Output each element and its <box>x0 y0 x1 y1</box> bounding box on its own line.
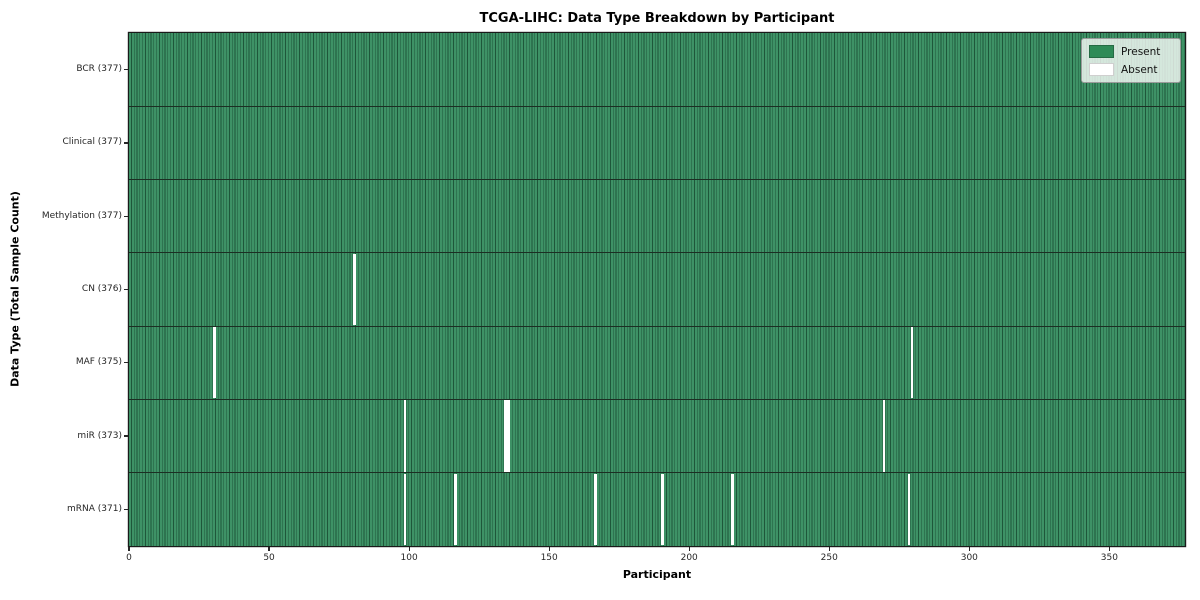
y-tick-mark <box>124 362 128 364</box>
legend-absent-swatch-icon <box>1089 63 1114 76</box>
absent-cell <box>454 473 457 545</box>
y-tick-label: miR (373) <box>77 430 122 441</box>
x-tick-mark <box>688 547 690 551</box>
absent-cell <box>504 400 507 472</box>
x-tick-mark <box>128 547 130 551</box>
x-tick-label: 150 <box>540 553 558 563</box>
x-tick-mark <box>268 547 270 551</box>
row-divider <box>129 472 1185 474</box>
y-tick-label: Methylation (377) <box>41 210 122 221</box>
absent-cell <box>907 473 911 545</box>
row-divider <box>129 179 1185 181</box>
legend-present-swatch-icon <box>1089 45 1114 58</box>
y-tick-mark <box>124 142 128 144</box>
x-tick-label: 300 <box>960 553 978 563</box>
legend-present-label: Present <box>1121 45 1161 58</box>
x-tick-mark <box>548 547 550 551</box>
absent-cell <box>213 327 216 399</box>
y-tick-label: BCR (377) <box>76 64 122 75</box>
absent-cell <box>403 473 407 545</box>
legend-item-present: Present <box>1089 45 1173 58</box>
x-tick-label: 50 <box>263 553 275 563</box>
y-tick-mark <box>124 508 128 510</box>
x-tick-mark <box>828 547 830 551</box>
row-divider <box>129 325 1185 327</box>
x-tick-mark <box>1108 547 1110 551</box>
legend: Present Absent <box>1081 38 1181 83</box>
y-tick-label: mRNA (371) <box>67 503 122 514</box>
row-divider <box>129 398 1185 400</box>
legend-absent-label: Absent <box>1121 63 1158 76</box>
absent-cell <box>661 473 664 545</box>
absent-cell <box>353 253 356 326</box>
x-tick-label: 200 <box>680 553 698 563</box>
x-tick-label: 250 <box>820 553 838 563</box>
y-tick-label: Clinical (377) <box>62 137 122 148</box>
legend-item-absent: Absent <box>1089 63 1173 76</box>
y-tick-mark <box>124 288 128 291</box>
y-tick-label: MAF (375) <box>75 357 122 368</box>
absent-cell <box>403 400 407 472</box>
chart-title: TCGA-LIHC: Data Type Breakdown by Partic… <box>479 11 835 26</box>
plot-area <box>129 33 1185 546</box>
absent-cell <box>731 473 734 545</box>
absent-cell <box>594 473 597 545</box>
y-tick-mark <box>124 69 128 71</box>
x-axis-label: Participant <box>622 568 692 581</box>
y-tick-mark <box>124 215 128 217</box>
x-tick-label: 0 <box>126 553 132 563</box>
y-tick-mark <box>124 435 128 437</box>
x-tick-mark <box>968 547 970 551</box>
absent-cell <box>507 400 510 472</box>
absent-cell <box>882 400 886 472</box>
absent-cell <box>910 327 914 399</box>
x-tick-mark <box>408 547 410 551</box>
x-tick-label: 350 <box>1100 553 1118 563</box>
y-tick-label: CN (376) <box>81 284 122 294</box>
row-divider <box>129 252 1185 254</box>
row-divider <box>129 105 1185 107</box>
x-tick-label: 100 <box>400 553 418 563</box>
